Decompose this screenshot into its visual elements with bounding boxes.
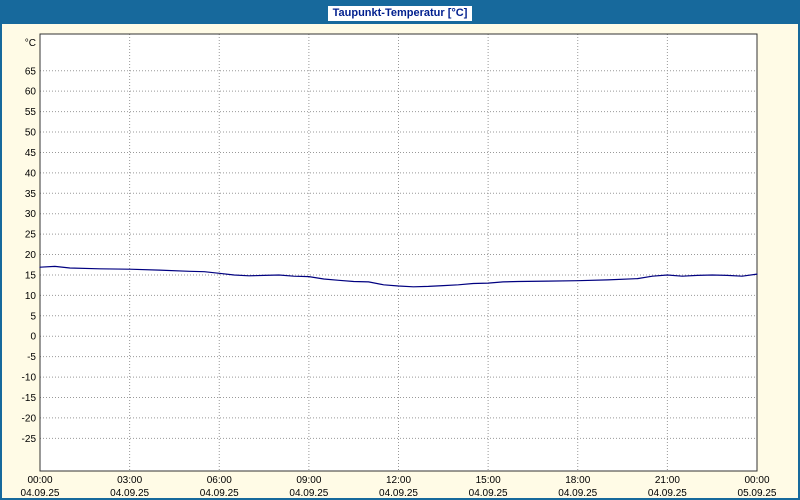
x-tick-time-label: 12:00 — [386, 475, 411, 486]
y-tick-label: -15 — [22, 393, 37, 404]
y-tick-label: 40 — [25, 168, 37, 179]
x-tick-time-label: 15:00 — [476, 475, 501, 486]
y-tick-label: 5 — [30, 311, 36, 322]
y-tick-label: 45 — [25, 148, 37, 159]
y-axis-unit-label: °C — [25, 38, 36, 49]
y-tick-label: 30 — [25, 209, 37, 220]
y-tick-label: -5 — [27, 352, 36, 363]
x-tick-time-label: 18:00 — [565, 475, 590, 486]
y-tick-label: 20 — [25, 250, 37, 261]
y-tick-label: 50 — [25, 128, 37, 139]
x-tick-time-label: 00:00 — [744, 475, 769, 486]
y-tick-label: -20 — [22, 413, 37, 424]
x-tick-time-label: 06:00 — [207, 475, 232, 486]
x-tick-date-label: 04.09.25 — [558, 488, 597, 498]
y-tick-label: 15 — [25, 270, 37, 281]
x-tick-date-label: 04.09.25 — [110, 488, 149, 498]
chart-title: Taupunkt-Temperatur [°C] — [327, 5, 473, 21]
plot-background — [40, 34, 757, 471]
y-tick-label: 65 — [25, 66, 37, 77]
x-tick-date-label: 04.09.25 — [200, 488, 239, 498]
dewpoint-line-chart: 65605550454035302520151050-5-10-15-20-25… — [21, 33, 777, 498]
y-tick-label: 0 — [30, 332, 36, 343]
x-tick-date-label: 04.09.25 — [648, 488, 687, 498]
title-bar: Taupunkt-Temperatur [°C] — [2, 2, 798, 24]
y-tick-label: 60 — [25, 87, 37, 98]
plot-border — [39, 33, 758, 472]
y-tick-label: -25 — [22, 434, 37, 445]
y-tick-label: 55 — [25, 107, 37, 118]
y-tick-label: 25 — [25, 230, 37, 241]
x-tick-time-label: 21:00 — [655, 475, 680, 486]
x-tick-time-label: 09:00 — [296, 475, 321, 486]
y-tick-label: -10 — [22, 373, 37, 384]
data-line — [39, 265, 758, 288]
x-tick-date-label: 04.09.25 — [469, 488, 508, 498]
x-tick-time-label: 03:00 — [117, 475, 142, 486]
chart-area: 65 60 55 50 45 40 35 30 25 20 15 10 5 0 -5 -10 -15 -20 -25… — [2, 24, 798, 498]
x-tick-date-label: 04.09.25 — [379, 488, 418, 498]
x-tick-date-label: 05.09.25 — [738, 488, 777, 498]
x-tick-time-label: 00:00 — [27, 475, 52, 486]
x-tick-date-label: 04.09.25 — [21, 488, 60, 498]
y-tick-label: 10 — [25, 291, 37, 302]
y-tick-label: 35 — [25, 189, 37, 200]
x-tick-date-label: 04.09.25 — [289, 488, 328, 498]
